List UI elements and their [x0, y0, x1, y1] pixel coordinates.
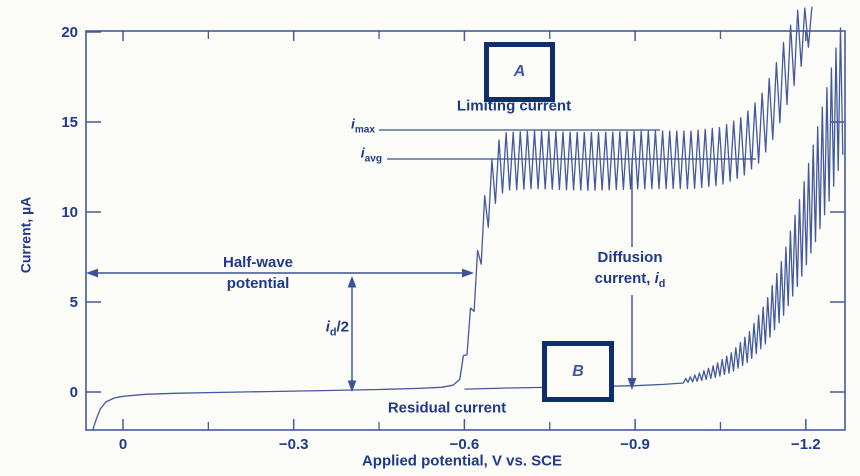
x-tick-label: −1.2	[791, 436, 821, 453]
x-axis-ticks: 0 −0.3 −0.6 −0.9 −1.2	[119, 31, 821, 453]
y-tick-label: 0	[70, 384, 78, 401]
marker-b-letter: B	[572, 362, 584, 380]
diffusion-line1: Diffusion	[597, 249, 663, 266]
y-tick-label: 10	[61, 204, 78, 221]
half-wave-line1: Half-wave	[222, 254, 294, 271]
imax-subscript: max	[354, 124, 375, 136]
marker-box-a: A	[484, 42, 555, 102]
x-tick-label: −0.3	[279, 436, 309, 453]
marker-box-b: B	[542, 341, 614, 402]
curve-a-polarogram-analyte	[92, 6, 813, 431]
plot-frame	[85, 30, 846, 431]
id-symbol: i	[654, 270, 659, 287]
x-axis-title: Applied potential, V vs. SCE	[361, 452, 563, 470]
x-tick-label: −0.6	[450, 436, 480, 453]
y-tick-label: 15	[61, 114, 78, 131]
residual-current-label: Residual current	[387, 399, 507, 417]
half-wave-potential-label: Half-wave potential	[223, 252, 293, 294]
x-tick-label: 0	[119, 436, 127, 453]
id-half-symbol: i	[325, 318, 330, 336]
id-half-subscript: d	[329, 326, 337, 339]
half-wave-line2: potential	[226, 275, 290, 292]
id-half-label: id/2	[326, 317, 349, 344]
half-wave-arrow	[86, 268, 474, 278]
marker-a-letter: A	[513, 63, 526, 80]
diffusion-current-label: Diffusion current, id	[591, 247, 669, 295]
y-tick-label: 20	[61, 24, 78, 41]
iavg-subscript: avg	[364, 153, 382, 165]
iavg-symbol: i	[360, 144, 365, 161]
curve-b-residual-current	[464, 27, 844, 390]
id-half-arrow	[347, 276, 357, 392]
id-half-suffix: /2	[336, 318, 349, 336]
iavg-label: iavg	[361, 143, 382, 170]
y-tick-label: 5	[70, 294, 78, 311]
imax-label: imax	[351, 114, 375, 141]
diffusion-line2: current, id	[595, 268, 666, 295]
id-subscript: d	[658, 278, 666, 290]
diffusion-line2-prefix: current,	[594, 270, 655, 287]
x-tick-label: −0.9	[620, 436, 650, 453]
y-axis-title: Current, µA	[17, 196, 34, 274]
imax-symbol: i	[350, 115, 355, 132]
